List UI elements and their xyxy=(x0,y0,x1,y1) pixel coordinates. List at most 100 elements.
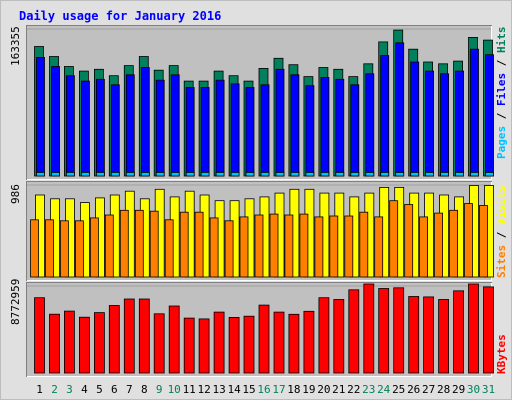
bar-sites-day-12 xyxy=(194,211,204,278)
bar-files-day-2 xyxy=(51,66,60,177)
bar-kbytes-day-16 xyxy=(258,304,270,374)
day-label-23: 23 xyxy=(362,383,375,396)
bar-kbytes-day-3 xyxy=(64,310,75,374)
bar-kbytes-day-31 xyxy=(483,286,494,374)
bar-pages-day-3 xyxy=(66,171,75,177)
bar-files-day-6 xyxy=(110,84,120,177)
day-label-31: 31 xyxy=(482,383,495,396)
bar-sites-day-23 xyxy=(359,211,369,278)
day-label-11: 11 xyxy=(183,383,196,396)
legend-visits-sites: Sites / Visits xyxy=(495,185,508,278)
bar-kbytes-day-20 xyxy=(318,297,330,374)
day-label-12: 12 xyxy=(197,383,210,396)
bar-kbytes-day-22 xyxy=(348,289,360,374)
bar-sites-day-5 xyxy=(90,217,99,278)
bar-files-day-23 xyxy=(365,73,375,177)
bar-pages-day-15 xyxy=(245,171,255,177)
bar-kbytes-day-13 xyxy=(213,311,225,374)
day-label-27: 27 xyxy=(422,383,435,396)
bar-sites-day-27 xyxy=(419,216,429,278)
bar-kbytes-day-29 xyxy=(453,290,465,374)
bar-sites-day-31 xyxy=(479,205,488,278)
bar-sites-day-10 xyxy=(164,219,174,278)
day-label-9: 9 xyxy=(156,383,163,396)
legend-item-pages: Pages xyxy=(495,126,508,159)
bar-files-day-13 xyxy=(215,79,225,177)
chart-title: Daily usage for January 2016 xyxy=(19,9,221,23)
bar-pages-day-30 xyxy=(470,171,479,177)
bar-files-day-29 xyxy=(455,70,465,177)
bar-files-day-4 xyxy=(81,80,90,177)
bar-kbytes-day-19 xyxy=(303,310,315,374)
bar-sites-day-13 xyxy=(209,217,219,278)
bar-pages-day-21 xyxy=(335,171,345,177)
bar-kbytes-day-15 xyxy=(243,315,255,374)
day-label-25: 25 xyxy=(392,383,405,396)
bar-pages-day-24 xyxy=(380,171,390,177)
bar-kbytes-day-11 xyxy=(183,317,195,374)
bar-sites-day-2 xyxy=(45,219,54,278)
bar-pages-day-29 xyxy=(455,171,465,177)
bar-sites-day-15 xyxy=(239,216,249,278)
legend-item-kbytes: KBytes xyxy=(495,334,508,374)
bar-kbytes-day-12 xyxy=(198,318,210,374)
bar-pages-day-6 xyxy=(110,171,120,177)
day-label-15: 15 xyxy=(242,383,255,396)
day-label-24: 24 xyxy=(377,383,391,396)
legend-item-hits: Hits xyxy=(495,27,508,54)
day-label-3: 3 xyxy=(66,383,73,396)
bar-kbytes-day-5 xyxy=(94,312,105,374)
bar-files-day-12 xyxy=(200,87,210,177)
day-axis-labels: 1 2 3 4 5 6 7 8 9 10 11 12 13 14 15 16 17 18 19 20 21 22 23 24 2… xyxy=(36,383,495,396)
bar-files-day-26 xyxy=(410,61,420,177)
day-label-8: 8 xyxy=(141,383,148,396)
bar-files-day-25 xyxy=(395,42,405,177)
bar-files-day-31 xyxy=(485,54,494,177)
visits-sites-panel xyxy=(26,181,494,281)
day-label-10: 10 xyxy=(168,383,181,396)
day-label-18: 18 xyxy=(287,383,300,396)
bar-sites-day-16 xyxy=(254,214,264,278)
bar-sites-day-6 xyxy=(104,214,114,278)
ymax-label-kbytes: 8772959 xyxy=(9,279,22,325)
legend-item-sep2: / xyxy=(495,53,508,73)
bar-pages-day-13 xyxy=(215,171,225,177)
bar-files-day-5 xyxy=(96,78,105,177)
bar-sites-day-7 xyxy=(119,209,129,278)
bar-kbytes-day-9 xyxy=(153,313,165,374)
bar-pages-day-4 xyxy=(81,171,90,177)
bar-kbytes-day-18 xyxy=(288,313,300,374)
bar-pages-day-12 xyxy=(200,171,210,177)
bar-files-day-21 xyxy=(335,78,345,177)
bar-kbytes-day-6 xyxy=(108,305,120,374)
bar-sites-day-24 xyxy=(374,216,384,278)
bar-sites-day-26 xyxy=(404,204,414,278)
bar-kbytes-day-1 xyxy=(34,297,45,374)
day-label-28: 28 xyxy=(437,383,450,396)
bar-files-day-28 xyxy=(440,73,450,177)
bar-kbytes-day-8 xyxy=(138,298,150,374)
bar-kbytes-day-2 xyxy=(49,313,60,374)
bar-pages-day-8 xyxy=(140,171,150,177)
bar-files-day-16 xyxy=(260,84,270,177)
bar-files-day-18 xyxy=(290,74,300,177)
bar-sites-day-30 xyxy=(464,203,473,278)
bar-pages-day-5 xyxy=(96,171,105,177)
bar-sites-day-9 xyxy=(149,210,159,278)
bar-files-day-8 xyxy=(140,67,150,177)
bar-kbytes-day-7 xyxy=(123,298,135,374)
bar-files-day-20 xyxy=(320,77,330,177)
legend-kbytes: KBytes xyxy=(495,334,508,374)
bar-pages-day-23 xyxy=(365,171,375,177)
day-label-16: 16 xyxy=(257,383,270,396)
bar-files-day-15 xyxy=(245,87,255,177)
day-label-22: 22 xyxy=(347,383,360,396)
bar-kbytes-day-28 xyxy=(438,299,450,374)
ymax-label-hits: 163355 xyxy=(9,26,22,66)
day-label-26: 26 xyxy=(407,383,420,396)
bar-kbytes-day-25 xyxy=(393,287,405,374)
bar-pages-day-31 xyxy=(485,171,494,177)
bar-kbytes-day-26 xyxy=(408,296,420,374)
bar-pages-day-2 xyxy=(51,171,60,177)
